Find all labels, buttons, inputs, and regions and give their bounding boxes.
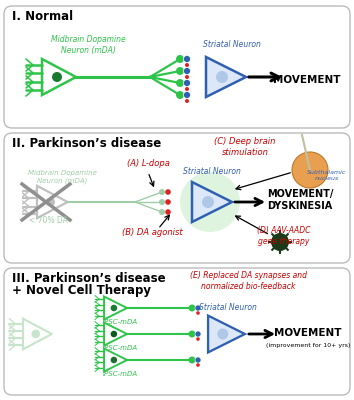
- Text: III. Parkinson’s disease: III. Parkinson’s disease: [12, 272, 166, 285]
- Text: I. Normal: I. Normal: [12, 10, 73, 23]
- Polygon shape: [206, 57, 246, 97]
- Polygon shape: [42, 59, 76, 95]
- Circle shape: [52, 72, 62, 82]
- Circle shape: [183, 92, 190, 98]
- Circle shape: [165, 199, 171, 205]
- Circle shape: [32, 330, 40, 338]
- Polygon shape: [104, 296, 127, 320]
- Text: MOVEMENT: MOVEMENT: [274, 328, 342, 338]
- Circle shape: [110, 357, 117, 363]
- Text: (improvement for 10+ yrs): (improvement for 10+ yrs): [266, 343, 350, 348]
- Circle shape: [176, 79, 184, 87]
- Circle shape: [185, 75, 189, 79]
- Circle shape: [217, 328, 228, 340]
- FancyBboxPatch shape: [4, 133, 350, 263]
- Text: II. Parkinson’s disease: II. Parkinson’s disease: [12, 137, 161, 150]
- Circle shape: [216, 71, 228, 83]
- Text: Subthalamic
nucleus: Subthalamic nucleus: [307, 170, 347, 181]
- Circle shape: [196, 311, 200, 315]
- Circle shape: [165, 209, 171, 215]
- Circle shape: [176, 91, 184, 99]
- Polygon shape: [192, 182, 232, 222]
- Text: (B) DA agonist: (B) DA agonist: [122, 228, 182, 237]
- Circle shape: [195, 331, 201, 337]
- Circle shape: [185, 63, 189, 67]
- Text: iPSC-mDA: iPSC-mDA: [102, 371, 138, 377]
- Circle shape: [185, 99, 189, 103]
- Text: (C) Deep brain
stimulation: (C) Deep brain stimulation: [214, 137, 276, 157]
- Circle shape: [159, 199, 165, 205]
- Text: iPSC-mDA: iPSC-mDA: [102, 345, 138, 351]
- Text: Striatal Neuron: Striatal Neuron: [183, 167, 241, 176]
- Text: Midbrain Dopamine
Neuron (mDA): Midbrain Dopamine Neuron (mDA): [28, 170, 96, 184]
- Polygon shape: [23, 319, 52, 349]
- Circle shape: [159, 209, 165, 215]
- Polygon shape: [208, 316, 245, 352]
- Circle shape: [185, 87, 189, 91]
- Circle shape: [110, 331, 117, 337]
- FancyBboxPatch shape: [4, 6, 350, 128]
- Circle shape: [183, 56, 190, 62]
- Text: < 70% DA: < 70% DA: [29, 216, 68, 225]
- Text: + Novel Cell Therapy: + Novel Cell Therapy: [12, 284, 151, 297]
- Polygon shape: [104, 322, 127, 346]
- Circle shape: [202, 196, 214, 208]
- Circle shape: [196, 337, 200, 341]
- Circle shape: [188, 304, 195, 312]
- Text: iPSC-mDA: iPSC-mDA: [102, 319, 138, 325]
- Polygon shape: [37, 186, 68, 218]
- Text: (A) L-dopa: (A) L-dopa: [127, 159, 170, 168]
- Polygon shape: [104, 348, 127, 372]
- Circle shape: [271, 233, 289, 251]
- Circle shape: [195, 357, 201, 363]
- Circle shape: [165, 189, 171, 195]
- Circle shape: [183, 80, 190, 86]
- Text: Striatal Neuron: Striatal Neuron: [199, 303, 257, 312]
- Text: (E) Replaced DA synapses and
normalized bio-feedback: (E) Replaced DA synapses and normalized …: [189, 271, 307, 291]
- Circle shape: [110, 305, 117, 311]
- Circle shape: [46, 198, 55, 206]
- Text: Striatal Neuron: Striatal Neuron: [203, 40, 261, 49]
- Text: Midbrain Dopamine
Neuron (mDA): Midbrain Dopamine Neuron (mDA): [51, 35, 125, 55]
- Text: MOVEMENT: MOVEMENT: [273, 75, 341, 85]
- Circle shape: [176, 67, 184, 75]
- Text: (D) AAV-AADC
gene therapy: (D) AAV-AADC gene therapy: [257, 226, 311, 246]
- FancyBboxPatch shape: [4, 268, 350, 395]
- Circle shape: [183, 68, 190, 74]
- Circle shape: [188, 356, 195, 364]
- Circle shape: [195, 305, 201, 311]
- Circle shape: [176, 55, 184, 63]
- Circle shape: [188, 330, 195, 338]
- Circle shape: [159, 189, 165, 195]
- Text: MOVEMENT/
DYSKINESIA: MOVEMENT/ DYSKINESIA: [267, 190, 333, 210]
- Circle shape: [196, 363, 200, 367]
- Circle shape: [180, 172, 240, 232]
- Circle shape: [292, 152, 328, 188]
